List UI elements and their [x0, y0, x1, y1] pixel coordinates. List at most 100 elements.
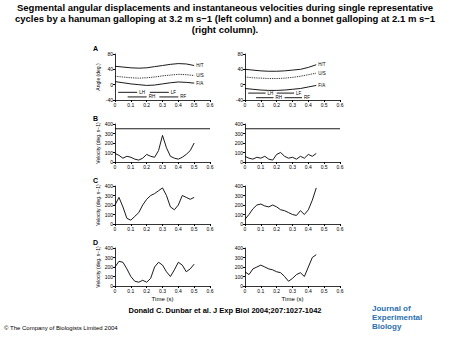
- svg-text:300: 300: [105, 131, 114, 137]
- svg-text:300: 300: [105, 255, 114, 261]
- svg-text:40: 40: [107, 66, 113, 72]
- svg-text:100: 100: [105, 212, 114, 218]
- svg-text:U/S: U/S: [318, 71, 326, 76]
- svg-text:Time (s): Time (s): [152, 296, 174, 302]
- svg-text:0.6: 0.6: [207, 226, 214, 232]
- svg-text:100: 100: [105, 150, 114, 156]
- svg-text:400: 400: [105, 183, 114, 189]
- svg-text:0: 0: [240, 82, 243, 88]
- svg-text:0.3: 0.3: [289, 164, 296, 170]
- svg-text:200: 200: [235, 264, 244, 270]
- svg-text:0.2: 0.2: [143, 164, 150, 170]
- svg-text:0.6: 0.6: [337, 288, 344, 294]
- svg-text:0.3: 0.3: [159, 288, 166, 294]
- svg-text:200: 200: [235, 202, 244, 208]
- svg-text:0: 0: [110, 82, 113, 88]
- svg-text:0.3: 0.3: [159, 164, 166, 170]
- svg-text:0.5: 0.5: [321, 102, 328, 108]
- svg-text:100: 100: [235, 150, 244, 156]
- svg-text:0.4: 0.4: [175, 102, 182, 108]
- svg-text:LH: LH: [139, 90, 145, 95]
- svg-text:0: 0: [114, 226, 117, 232]
- svg-text:0.1: 0.1: [257, 164, 264, 170]
- svg-text:C: C: [93, 177, 98, 184]
- svg-text:40: 40: [237, 66, 243, 72]
- svg-text:F/A: F/A: [196, 81, 203, 86]
- svg-text:0: 0: [244, 102, 247, 108]
- svg-text:H/T: H/T: [196, 63, 204, 68]
- svg-text:Angle (deg.): Angle (deg.): [95, 63, 101, 91]
- svg-text:LF: LF: [171, 90, 177, 95]
- svg-text:0.5: 0.5: [321, 226, 328, 232]
- svg-text:400: 400: [235, 183, 244, 189]
- svg-text:U/S: U/S: [196, 73, 204, 78]
- svg-text:200: 200: [105, 202, 114, 208]
- svg-text:0.5: 0.5: [321, 164, 328, 170]
- svg-text:80: 80: [107, 51, 113, 57]
- svg-text:100: 100: [105, 274, 114, 280]
- svg-text:0.2: 0.2: [273, 226, 280, 232]
- svg-text:0.2: 0.2: [273, 288, 280, 294]
- svg-text:0.6: 0.6: [337, 164, 344, 170]
- svg-text:100: 100: [235, 212, 244, 218]
- svg-text:-40: -40: [236, 97, 243, 103]
- svg-text:200: 200: [105, 264, 114, 270]
- svg-text:0.3: 0.3: [159, 226, 166, 232]
- svg-text:B: B: [93, 115, 98, 122]
- svg-text:0.2: 0.2: [143, 288, 150, 294]
- svg-text:-40: -40: [106, 97, 113, 103]
- svg-text:0.4: 0.4: [305, 164, 312, 170]
- svg-text:300: 300: [235, 131, 244, 137]
- svg-text:RH: RH: [276, 95, 283, 100]
- svg-text:200: 200: [105, 140, 114, 146]
- svg-text:0: 0: [114, 288, 117, 294]
- svg-text:0: 0: [244, 164, 247, 170]
- svg-text:0.4: 0.4: [305, 226, 312, 232]
- svg-text:0.5: 0.5: [191, 226, 198, 232]
- svg-text:0.5: 0.5: [191, 288, 198, 294]
- svg-text:300: 300: [235, 255, 244, 261]
- svg-text:0.4: 0.4: [305, 102, 312, 108]
- svg-text:RH: RH: [149, 94, 156, 99]
- svg-text:D: D: [93, 239, 98, 246]
- svg-text:0.3: 0.3: [289, 226, 296, 232]
- svg-text:300: 300: [105, 193, 114, 199]
- svg-text:H/T: H/T: [318, 62, 326, 67]
- svg-text:0.2: 0.2: [273, 164, 280, 170]
- svg-text:Velocity (deg. s−1): Velocity (deg. s−1): [95, 246, 101, 288]
- svg-text:0.5: 0.5: [191, 102, 198, 108]
- svg-text:0.2: 0.2: [143, 102, 150, 108]
- svg-text:100: 100: [235, 274, 244, 280]
- svg-text:LF: LF: [296, 91, 302, 96]
- svg-text:0.1: 0.1: [257, 102, 264, 108]
- svg-text:0.5: 0.5: [321, 288, 328, 294]
- svg-text:0.1: 0.1: [127, 164, 134, 170]
- svg-text:F/A: F/A: [318, 83, 325, 88]
- svg-text:400: 400: [105, 121, 114, 127]
- svg-text:200: 200: [235, 140, 244, 146]
- svg-text:0: 0: [114, 102, 117, 108]
- svg-text:0.6: 0.6: [337, 226, 344, 232]
- svg-text:0: 0: [114, 164, 117, 170]
- svg-text:Velocity (deg. s−1): Velocity (deg. s−1): [95, 184, 101, 226]
- svg-text:Velocity (deg. s−1): Velocity (deg. s−1): [95, 122, 101, 164]
- svg-text:A: A: [93, 45, 98, 52]
- svg-text:0.3: 0.3: [159, 102, 166, 108]
- svg-text:RF: RF: [180, 94, 186, 99]
- svg-text:400: 400: [235, 121, 244, 127]
- svg-text:300: 300: [235, 193, 244, 199]
- svg-text:0.6: 0.6: [337, 102, 344, 108]
- svg-text:0.1: 0.1: [127, 102, 134, 108]
- svg-text:400: 400: [235, 245, 244, 251]
- svg-text:0.3: 0.3: [289, 288, 296, 294]
- svg-text:0.5: 0.5: [191, 164, 198, 170]
- svg-text:Time (s): Time (s): [282, 296, 304, 302]
- svg-text:0.4: 0.4: [305, 288, 312, 294]
- svg-text:0.1: 0.1: [127, 288, 134, 294]
- svg-text:0.4: 0.4: [175, 288, 182, 294]
- svg-text:0.3: 0.3: [289, 102, 296, 108]
- svg-text:80: 80: [237, 51, 243, 57]
- svg-text:0.6: 0.6: [207, 102, 214, 108]
- svg-text:0.6: 0.6: [207, 288, 214, 294]
- svg-text:0.6: 0.6: [207, 164, 214, 170]
